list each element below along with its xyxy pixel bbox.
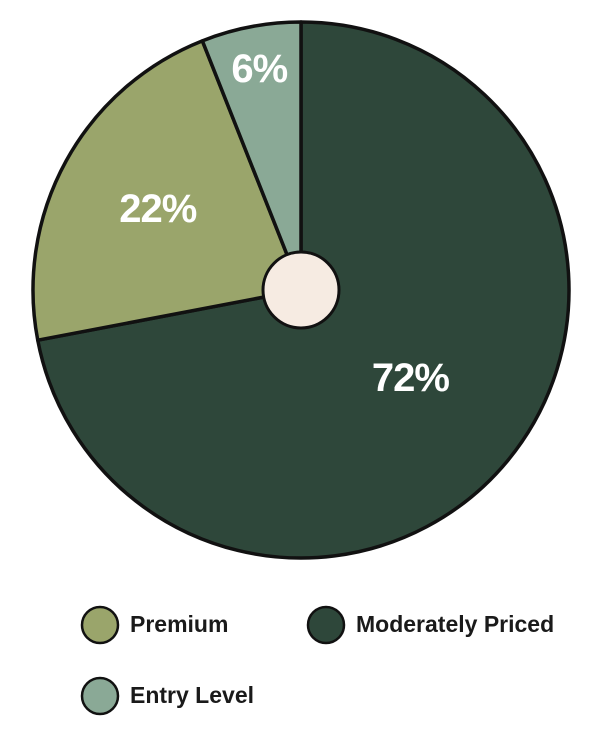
legend-swatch: [80, 605, 120, 645]
value-label: 22%: [119, 187, 196, 231]
legend-swatch: [306, 605, 346, 645]
pie-slice: [200, 20, 303, 292]
center-hole: [261, 250, 341, 330]
legend-label: Moderately Priced: [356, 611, 554, 637]
legend-swatch: [80, 676, 120, 716]
value-label: 6%: [231, 47, 287, 91]
value-label: 72%: [372, 356, 449, 400]
pie-slice: [31, 39, 303, 342]
legend-label: Premium: [130, 611, 228, 637]
legend-label: Entry Level: [130, 682, 254, 708]
